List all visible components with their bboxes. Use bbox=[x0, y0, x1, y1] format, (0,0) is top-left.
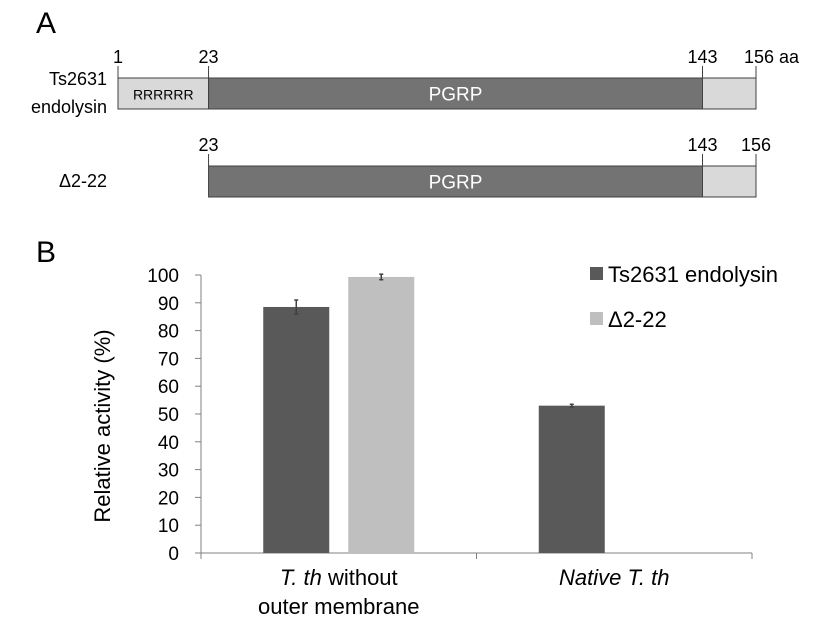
position-label: 23 bbox=[199, 135, 219, 155]
bar bbox=[348, 276, 415, 553]
position-label: 156 aa bbox=[744, 47, 800, 67]
domain-label: RRRRRR bbox=[133, 87, 194, 103]
y-tick-label: 10 bbox=[158, 516, 179, 537]
domain-label: PGRP bbox=[429, 173, 483, 194]
domain-map: Ts2631 endolysin RRRRRR PGRP 1 23 143 156 aa Δ2-… bbox=[31, 47, 800, 198]
construct-row: Ts2631 endolysin RRRRRR PGRP 1 23 143 156 aa bbox=[31, 47, 800, 117]
legend-item: Δ2-22 bbox=[590, 307, 667, 332]
y-tick-label: 20 bbox=[158, 488, 179, 509]
domain-segment bbox=[208, 77, 703, 110]
y-tick-label: 30 bbox=[158, 461, 179, 482]
bar-chart: 0 10 20 30 40 50 60 70 80 90 100 Relative activity … bbox=[90, 262, 778, 617]
legend-item: Ts2631 endolysin bbox=[590, 262, 778, 287]
y-tick-label: 50 bbox=[158, 405, 179, 426]
domain-segment bbox=[117, 77, 210, 110]
category-qualifier: without bbox=[322, 565, 398, 590]
domain-segment bbox=[208, 165, 703, 198]
y-tick-label: 90 bbox=[158, 294, 179, 315]
position-label: 23 bbox=[199, 47, 219, 67]
domain-label: PGRP bbox=[429, 85, 483, 106]
construct-row: Δ2-22 PGRP 23 143 156 bbox=[59, 135, 771, 198]
domain-segment bbox=[701, 165, 757, 198]
position-label: 143 bbox=[687, 47, 717, 67]
panel-a-label: A bbox=[36, 7, 56, 40]
y-axis-label: Relative activity (%) bbox=[90, 329, 115, 522]
category-species: T. th bbox=[280, 565, 322, 590]
y-tick-label: 0 bbox=[168, 544, 179, 565]
position-label: 143 bbox=[687, 135, 717, 155]
bar bbox=[538, 405, 605, 553]
legend-label: Δ2-22 bbox=[608, 307, 667, 332]
domain-segment bbox=[701, 77, 757, 110]
y-tick-label: 100 bbox=[147, 266, 179, 287]
y-tick-label: 80 bbox=[158, 322, 179, 343]
position-label: 156 bbox=[741, 135, 771, 155]
y-tick-label: 60 bbox=[158, 377, 179, 398]
y-tick-label: 70 bbox=[158, 349, 179, 370]
legend-swatch bbox=[590, 312, 603, 325]
panel-b-label: B bbox=[36, 236, 56, 269]
x-category-label-line2: outer membrane bbox=[258, 594, 419, 617]
construct-name: endolysin bbox=[31, 97, 107, 117]
construct-name: Δ2-22 bbox=[59, 171, 107, 191]
x-category-label: Native T. th bbox=[559, 565, 669, 590]
legend-swatch bbox=[590, 267, 603, 280]
y-tick-label: 40 bbox=[158, 433, 179, 454]
legend-label: Ts2631 endolysin bbox=[608, 262, 778, 287]
position-label: 1 bbox=[113, 47, 123, 67]
x-category-label: T. th without bbox=[280, 565, 398, 590]
construct-name: Ts2631 bbox=[49, 69, 107, 89]
bar bbox=[263, 306, 330, 553]
